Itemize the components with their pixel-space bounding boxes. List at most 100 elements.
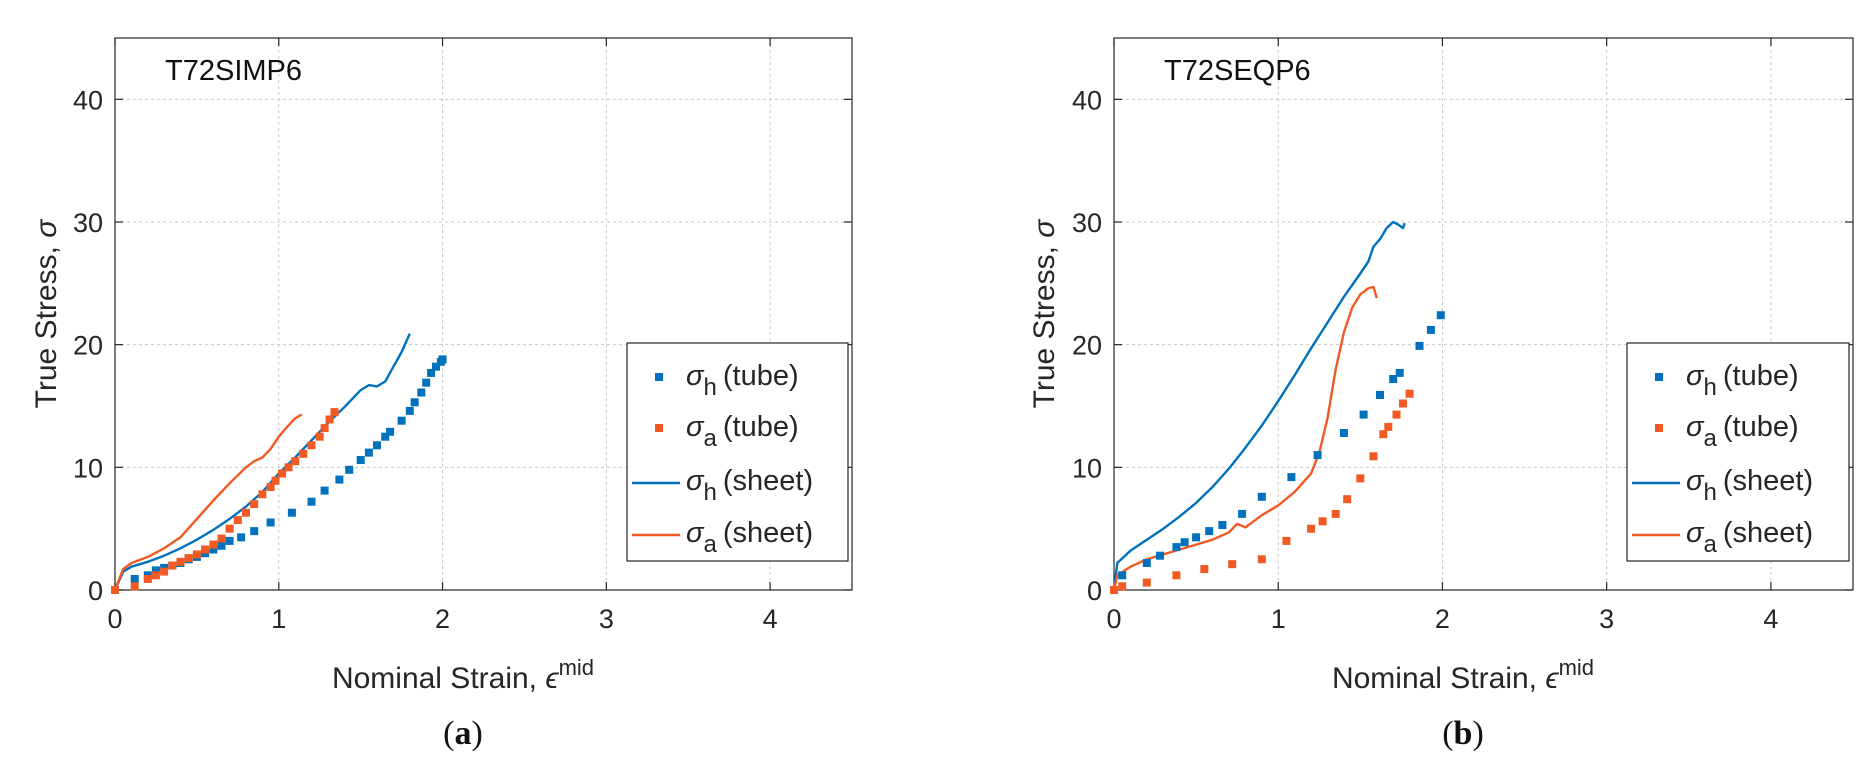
- x-tick-label: 2: [435, 604, 450, 634]
- data-point-sigma-h-tube: [405, 406, 414, 415]
- x-tick-label: 1: [1271, 604, 1286, 634]
- data-point-sigma-h-tube: [1257, 492, 1266, 501]
- data-point-sigma-a-tube: [201, 545, 210, 554]
- data-point-sigma-a-tube: [325, 415, 334, 424]
- data-point-sigma-h-tube: [1389, 375, 1398, 383]
- data-point-sigma-a-tube: [266, 483, 275, 491]
- data-point-sigma-a-tube: [217, 534, 226, 543]
- data-point-sigma-h-tube: [1192, 533, 1201, 542]
- data-point-sigma-a-tube: [176, 557, 185, 566]
- data-point-sigma-h-tube: [320, 486, 329, 495]
- x-tick-label: 0: [107, 604, 122, 634]
- data-series: [111, 333, 447, 594]
- y-axis-label: True Stress, σ: [30, 218, 63, 409]
- data-point-sigma-h-tube: [307, 497, 316, 506]
- x-tick-label: 2: [1435, 604, 1450, 634]
- x-axis-label: Nominal Strain, ϵmid: [332, 655, 594, 695]
- legend-label: σh (sheet): [686, 465, 813, 506]
- data-point-sigma-h-tube: [422, 378, 431, 387]
- legend: σh (tube) σa (tube) σh (sheet) σa (sheet): [626, 342, 849, 562]
- data-point-sigma-a-tube: [143, 575, 152, 583]
- data-point-sigma-h-tube: [1142, 559, 1151, 567]
- y-tick-label: 30: [1072, 208, 1102, 238]
- data-point-sigma-h-tube: [225, 536, 234, 545]
- data-point-sigma-a-tube: [1172, 571, 1181, 580]
- data-point-sigma-a-tube: [330, 408, 339, 417]
- data-point-sigma-h-tube: [381, 432, 390, 441]
- data-point-sigma-a-tube: [1257, 555, 1266, 564]
- y-axis-label: True Stress, σ: [1028, 218, 1061, 409]
- data-point-sigma-a-tube: [160, 567, 169, 576]
- legend-label: σa (sheet): [686, 517, 813, 558]
- data-point-sigma-a-tube: [242, 508, 250, 517]
- data-point-sigma-a-tube: [1343, 495, 1352, 504]
- data-point-sigma-h-tube: [209, 545, 218, 554]
- data-point-sigma-a-tube: [320, 424, 329, 433]
- legend-marker-sigma-h-tube: [1655, 373, 1663, 381]
- data-point-sigma-a-tube: [1118, 582, 1127, 591]
- data-point-sigma-a-tube: [299, 449, 308, 458]
- data-point-sigma-a-tube: [1405, 389, 1414, 398]
- data-point-sigma-h-tube: [250, 527, 259, 536]
- x-tick-label: 1: [271, 604, 286, 634]
- data-point-sigma-h-tube: [335, 475, 344, 484]
- y-tick-label: 30: [73, 208, 103, 238]
- data-point-sigma-h-tube: [1156, 551, 1164, 560]
- data-point-sigma-a-tube: [284, 463, 293, 472]
- data-point-sigma-a-tube: [291, 457, 300, 466]
- legend-box: [626, 342, 849, 562]
- panel-caption-a: (a): [443, 715, 483, 752]
- data-point-sigma-h-tube: [1359, 410, 1368, 419]
- y-tick-label: 40: [1072, 85, 1102, 115]
- data-point-sigma-h-tube: [417, 388, 426, 397]
- y-tick-label: 10: [73, 453, 103, 483]
- data-point-sigma-a-tube: [278, 469, 287, 478]
- data-point-sigma-h-tube: [1395, 368, 1404, 377]
- x-tick-label: 0: [1106, 604, 1121, 634]
- data-point-sigma-h-tube: [1313, 451, 1322, 460]
- legend-label: σa (tube): [1686, 411, 1799, 452]
- data-point-sigma-h-tube: [217, 541, 226, 550]
- y-tick-label: 0: [1087, 576, 1102, 606]
- legend-label: σa (sheet): [1686, 517, 1813, 558]
- data-point-sigma-h-tube: [1426, 325, 1435, 334]
- data-point-sigma-a-tube: [1282, 536, 1291, 545]
- data-point-sigma-h-tube: [386, 427, 395, 436]
- data-point-sigma-h-tube: [1218, 521, 1227, 529]
- legend-label: σh (tube): [686, 360, 799, 401]
- data-point-sigma-a-tube: [1110, 586, 1118, 594]
- data-point-sigma-h-tube: [373, 441, 381, 450]
- data-point-sigma-a-tube: [168, 561, 177, 570]
- x-tick-label: 4: [1763, 604, 1778, 634]
- y-tick-label: 40: [73, 85, 103, 115]
- legend-label: σa (tube): [686, 411, 799, 452]
- x-tick-label: 3: [1599, 604, 1614, 634]
- data-point-sigma-a-tube: [1331, 509, 1340, 518]
- plot-area: [1113, 37, 1854, 591]
- legend-entry: σa (tube): [1655, 411, 1799, 452]
- panel-caption-b: (b): [1442, 715, 1484, 752]
- data-point-sigma-h-tube: [432, 362, 440, 371]
- data-point-sigma-h-tube: [237, 533, 246, 542]
- data-point-sigma-a-tube: [209, 540, 218, 549]
- data-point-sigma-h-tube: [1238, 509, 1247, 518]
- legend-entry: σh (tube): [1655, 360, 1799, 401]
- data-point-sigma-a-tube: [1384, 422, 1393, 431]
- data-point-sigma-h-tube: [356, 456, 365, 464]
- data-point-sigma-h-tube: [151, 566, 160, 575]
- data-point-sigma-h-tube: [410, 398, 419, 407]
- data-point-sigma-a-tube: [130, 582, 139, 591]
- y-tick-label: 10: [1072, 453, 1102, 483]
- y-tick-label: 0: [88, 576, 103, 606]
- legend-entry: σa (sheet): [632, 517, 813, 558]
- data-point-sigma-h-tube: [364, 448, 373, 457]
- data-point-sigma-a-tube: [1307, 524, 1316, 533]
- data-point-sigma-h-tube: [1287, 473, 1296, 482]
- data-point-sigma-a-tube: [315, 432, 324, 441]
- data-point-sigma-a-tube: [1356, 474, 1365, 483]
